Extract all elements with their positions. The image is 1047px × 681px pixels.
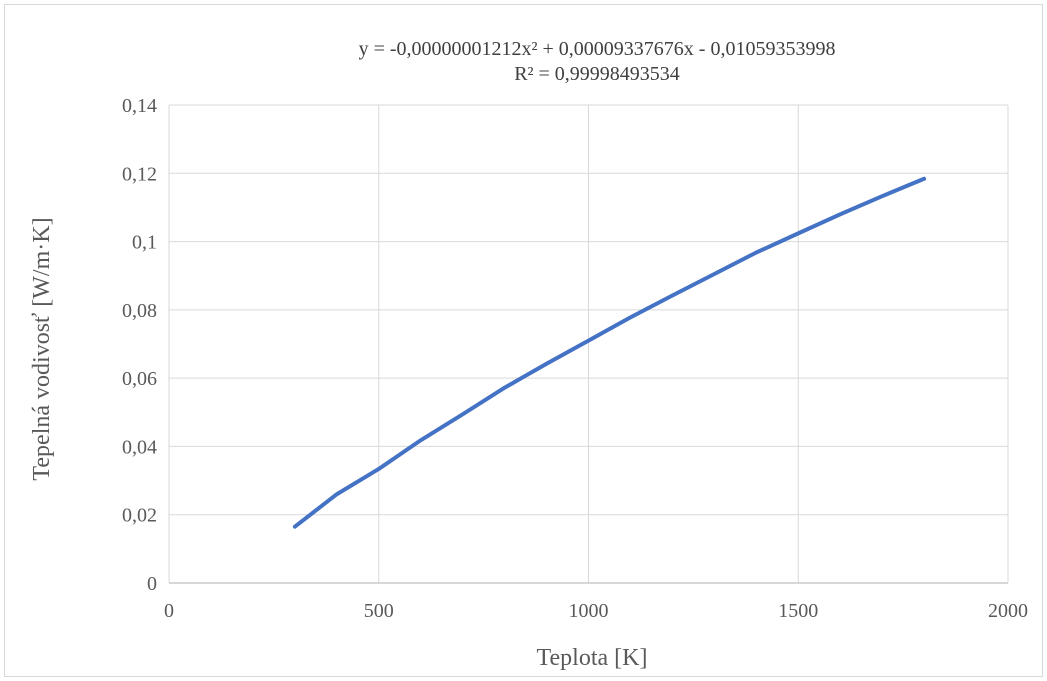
x-tick-label: 1500 (778, 600, 818, 622)
y-tick-labels: 0 0,02 0,04 0,06 0,08 0,1 0,12 0,14 (122, 95, 157, 595)
y-axis-title: Tepelná vodivosť [W/m·K] (29, 217, 55, 480)
y-tick-label: 0,14 (122, 95, 157, 117)
axes (168, 105, 1008, 584)
x-tick-labels: 0 500 1000 1500 2000 (164, 600, 1028, 622)
trendline-equation: y = -0,00000001212x² + 0,00009337676x - … (359, 38, 836, 60)
series-line (292, 176, 927, 529)
x-tick-label: 2000 (988, 600, 1028, 622)
grid-lines (169, 104, 1009, 583)
x-tick-label: 1000 (569, 600, 609, 622)
series-layer (292, 176, 927, 529)
y-tick-label: 0,1 (132, 232, 157, 254)
line-chart: 0 500 1000 1500 2000 0 0,02 0,04 0,06 0,08 0,1 0,1… (29, 38, 1028, 671)
y-tick-label: 0,08 (122, 300, 157, 322)
y-tick-label: 0,02 (122, 505, 157, 527)
x-tick-label: 0 (164, 600, 174, 622)
x-axis-title: Teplota [K] (537, 645, 648, 671)
x-tick-label: 500 (364, 600, 394, 622)
y-tick-label: 0,12 (122, 163, 157, 185)
y-tick-label: 0,04 (122, 436, 157, 458)
trendline-r-squared: R² = 0,99998493534 (514, 63, 680, 85)
chart-frame: 0 500 1000 1500 2000 0 0,02 0,04 0,06 0,08 0,1 0,1… (4, 4, 1043, 677)
y-tick-label: 0 (147, 573, 157, 595)
y-tick-label: 0,06 (122, 368, 157, 390)
